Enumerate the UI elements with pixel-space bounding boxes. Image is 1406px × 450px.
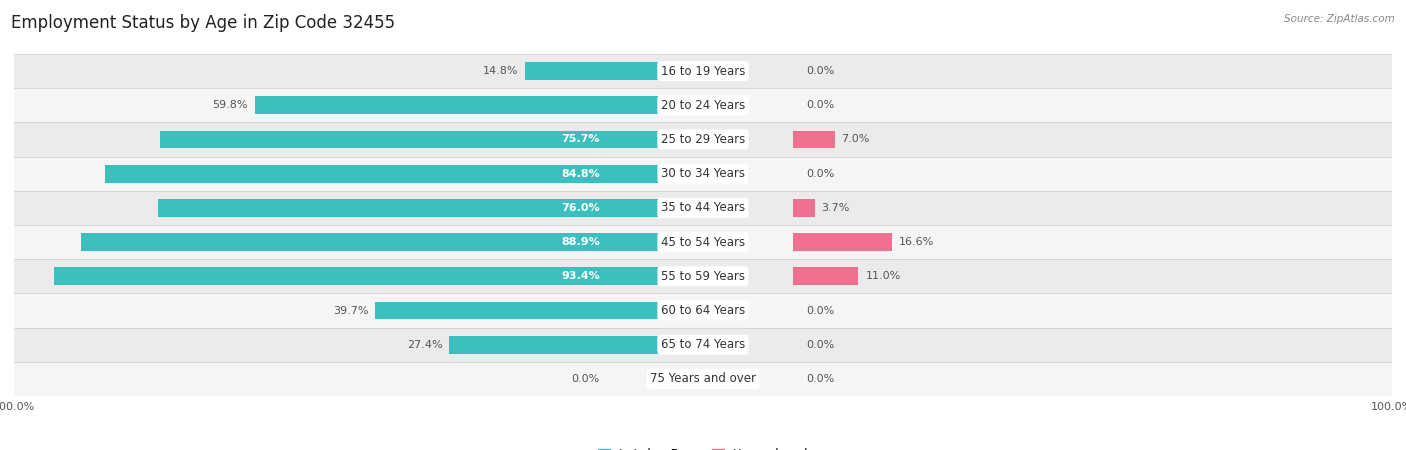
Text: 0.0%: 0.0% (807, 100, 835, 110)
Legend: In Labor Force, Unemployed: In Labor Force, Unemployed (593, 443, 813, 450)
Bar (793, 233, 891, 251)
Text: 60 to 64 Years: 60 to 64 Years (661, 304, 745, 317)
Bar (105, 165, 703, 183)
Text: 20 to 24 Years: 20 to 24 Years (661, 99, 745, 112)
Text: 45 to 54 Years: 45 to 54 Years (661, 236, 745, 248)
Bar (254, 96, 703, 114)
Text: 3.7%: 3.7% (821, 203, 851, 213)
Text: 75 Years and over: 75 Years and over (650, 373, 756, 385)
Bar (14, 54, 1392, 88)
Text: 88.9%: 88.9% (561, 237, 599, 247)
Text: 16 to 19 Years: 16 to 19 Years (661, 65, 745, 77)
Bar (14, 328, 1392, 362)
Bar (524, 62, 703, 80)
Bar (14, 293, 1392, 328)
Text: 7.0%: 7.0% (841, 135, 870, 144)
Text: 11.0%: 11.0% (865, 271, 901, 281)
Bar (449, 336, 703, 354)
Bar (14, 191, 1392, 225)
Bar (157, 199, 703, 217)
Bar (793, 199, 814, 217)
Bar (14, 88, 1392, 122)
Bar (160, 130, 703, 148)
Bar (14, 225, 1392, 259)
Text: Source: ZipAtlas.com: Source: ZipAtlas.com (1284, 14, 1395, 23)
Text: 65 to 74 Years: 65 to 74 Years (661, 338, 745, 351)
Bar (53, 267, 703, 285)
Text: 0.0%: 0.0% (807, 306, 835, 315)
Bar (80, 233, 703, 251)
Bar (375, 302, 703, 319)
Text: 0.0%: 0.0% (807, 374, 835, 384)
Text: 25 to 29 Years: 25 to 29 Years (661, 133, 745, 146)
Text: 39.7%: 39.7% (333, 306, 368, 315)
Bar (14, 259, 1392, 293)
Text: 14.8%: 14.8% (482, 66, 517, 76)
Text: 76.0%: 76.0% (561, 203, 599, 213)
Text: 27.4%: 27.4% (406, 340, 443, 350)
Text: 59.8%: 59.8% (212, 100, 247, 110)
Bar (793, 130, 835, 148)
Bar (14, 122, 1392, 157)
Text: 0.0%: 0.0% (807, 340, 835, 350)
Text: 16.6%: 16.6% (898, 237, 934, 247)
Text: 55 to 59 Years: 55 to 59 Years (661, 270, 745, 283)
Text: 75.7%: 75.7% (561, 135, 599, 144)
Text: 84.8%: 84.8% (561, 169, 599, 179)
Text: Employment Status by Age in Zip Code 32455: Employment Status by Age in Zip Code 324… (11, 14, 395, 32)
Bar (14, 157, 1392, 191)
Text: 0.0%: 0.0% (807, 66, 835, 76)
Text: 93.4%: 93.4% (561, 271, 599, 281)
Bar (793, 267, 859, 285)
Text: 0.0%: 0.0% (807, 169, 835, 179)
Bar (14, 362, 1392, 396)
Text: 0.0%: 0.0% (571, 374, 599, 384)
Text: 35 to 44 Years: 35 to 44 Years (661, 202, 745, 214)
Text: 30 to 34 Years: 30 to 34 Years (661, 167, 745, 180)
